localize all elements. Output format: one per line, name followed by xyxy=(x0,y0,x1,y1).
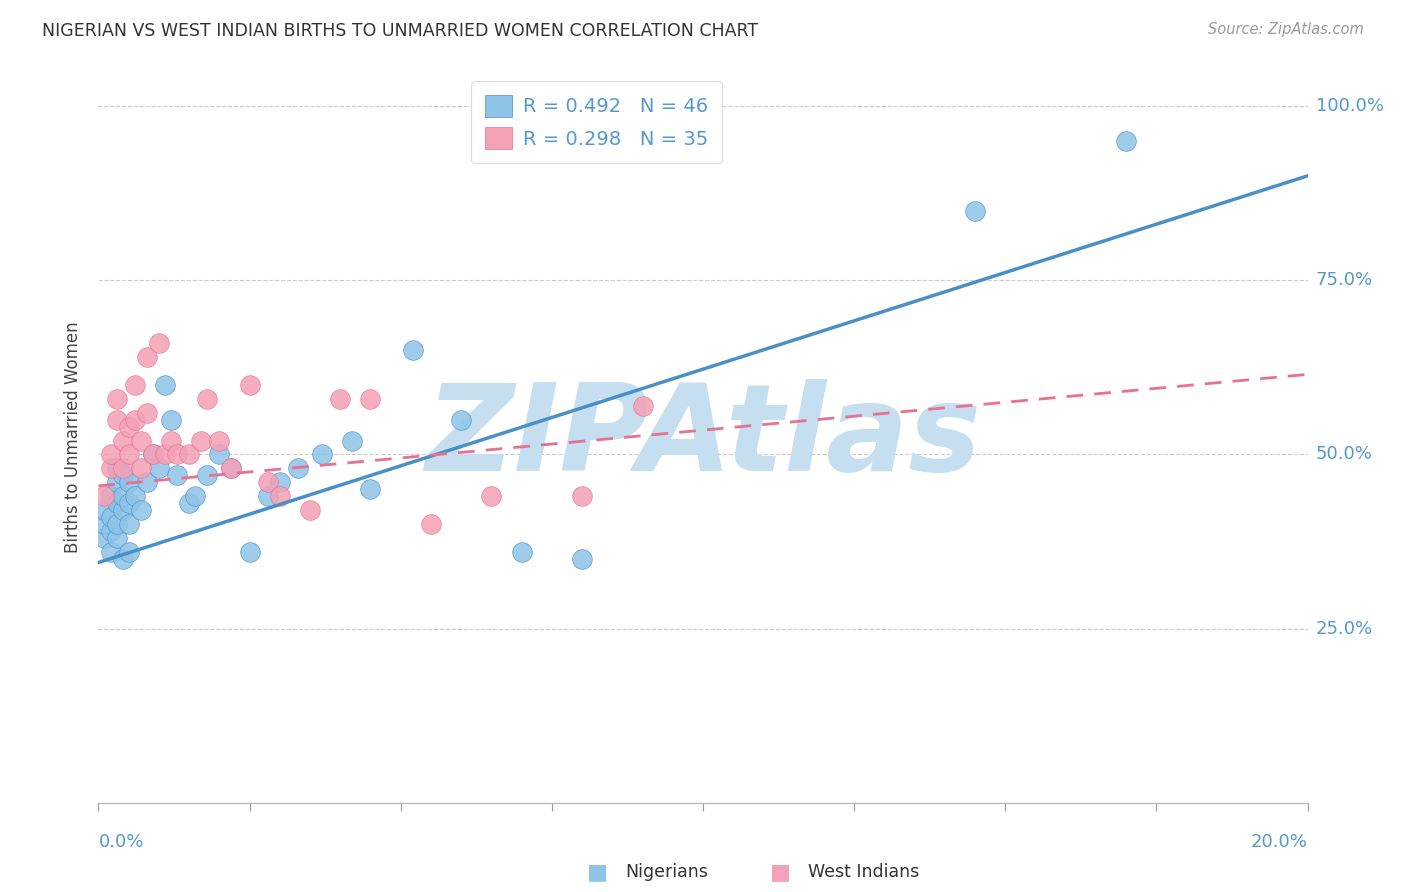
Point xyxy=(135,350,157,364)
Point xyxy=(105,531,128,545)
Legend: R = 0.492   N = 46, R = 0.298   N = 35: R = 0.492 N = 46, R = 0.298 N = 35 xyxy=(471,81,723,163)
Point xyxy=(142,448,165,462)
Text: 20.0%: 20.0% xyxy=(1251,833,1308,851)
Point xyxy=(111,468,134,483)
Point xyxy=(93,503,115,517)
Point xyxy=(184,489,207,503)
Point xyxy=(342,434,364,448)
Point xyxy=(221,461,243,475)
Point xyxy=(142,448,165,462)
Point xyxy=(148,336,170,351)
Point xyxy=(571,552,593,566)
Text: Nigerians: Nigerians xyxy=(626,863,709,881)
Text: Source: ZipAtlas.com: Source: ZipAtlas.com xyxy=(1208,22,1364,37)
Point xyxy=(105,412,128,426)
Point xyxy=(166,468,188,483)
Text: ZIPAtlas: ZIPAtlas xyxy=(425,378,981,496)
Point xyxy=(105,392,128,406)
Point xyxy=(166,448,188,462)
Text: 25.0%: 25.0% xyxy=(1316,620,1374,638)
Text: 0.0%: 0.0% xyxy=(98,833,143,851)
Point xyxy=(419,517,441,532)
Y-axis label: Births to Unmarried Women: Births to Unmarried Women xyxy=(65,321,83,553)
Point xyxy=(118,496,141,510)
Point xyxy=(1115,134,1137,148)
Point xyxy=(100,545,122,559)
Point xyxy=(105,475,128,490)
Point xyxy=(360,392,382,406)
Point xyxy=(256,475,278,490)
Point xyxy=(118,475,141,490)
Point xyxy=(269,489,291,503)
Point xyxy=(208,434,231,448)
Point xyxy=(177,448,201,462)
Point xyxy=(208,448,231,462)
Point xyxy=(118,517,141,532)
Point xyxy=(256,489,278,503)
Text: 100.0%: 100.0% xyxy=(1316,97,1384,115)
Point xyxy=(129,503,152,517)
Point xyxy=(965,203,987,218)
Point xyxy=(93,489,115,503)
Point xyxy=(631,399,654,413)
Point xyxy=(153,377,176,392)
Text: 50.0%: 50.0% xyxy=(1316,445,1372,464)
Point xyxy=(160,434,183,448)
Point xyxy=(287,461,309,475)
Point xyxy=(148,461,170,475)
Point xyxy=(135,406,157,420)
Point xyxy=(100,524,122,538)
Point xyxy=(124,377,146,392)
Point xyxy=(190,434,212,448)
Point xyxy=(100,489,122,503)
Point xyxy=(93,517,115,532)
Point xyxy=(124,489,146,503)
Point xyxy=(111,461,134,475)
Text: 75.0%: 75.0% xyxy=(1316,271,1374,289)
Point xyxy=(571,489,593,503)
Point xyxy=(360,483,382,497)
Point xyxy=(402,343,425,357)
Point xyxy=(100,510,122,524)
Point xyxy=(118,419,141,434)
Point xyxy=(118,448,141,462)
Point xyxy=(129,434,152,448)
Text: ■: ■ xyxy=(588,863,607,882)
Point xyxy=(100,461,122,475)
Text: West Indians: West Indians xyxy=(808,863,920,881)
Point xyxy=(135,475,157,490)
Point xyxy=(450,412,472,426)
Point xyxy=(221,461,243,475)
Point xyxy=(124,412,146,426)
Point xyxy=(510,545,533,559)
Point xyxy=(129,461,152,475)
Point xyxy=(153,448,176,462)
Point xyxy=(93,531,115,545)
Text: NIGERIAN VS WEST INDIAN BIRTHS TO UNMARRIED WOMEN CORRELATION CHART: NIGERIAN VS WEST INDIAN BIRTHS TO UNMARR… xyxy=(42,22,758,40)
Text: ■: ■ xyxy=(770,863,790,882)
Point xyxy=(239,545,262,559)
Point xyxy=(481,489,503,503)
Point xyxy=(177,496,201,510)
Point xyxy=(111,434,134,448)
Point xyxy=(160,412,183,426)
Point xyxy=(105,517,128,532)
Point xyxy=(100,448,122,462)
Point xyxy=(111,489,134,503)
Point xyxy=(111,552,134,566)
Point xyxy=(299,503,322,517)
Point xyxy=(105,461,128,475)
Point xyxy=(105,496,128,510)
Point xyxy=(269,475,291,490)
Point xyxy=(311,448,333,462)
Point xyxy=(329,392,352,406)
Point xyxy=(195,468,218,483)
Point xyxy=(195,392,218,406)
Point xyxy=(239,377,262,392)
Point xyxy=(118,545,141,559)
Point xyxy=(111,503,134,517)
